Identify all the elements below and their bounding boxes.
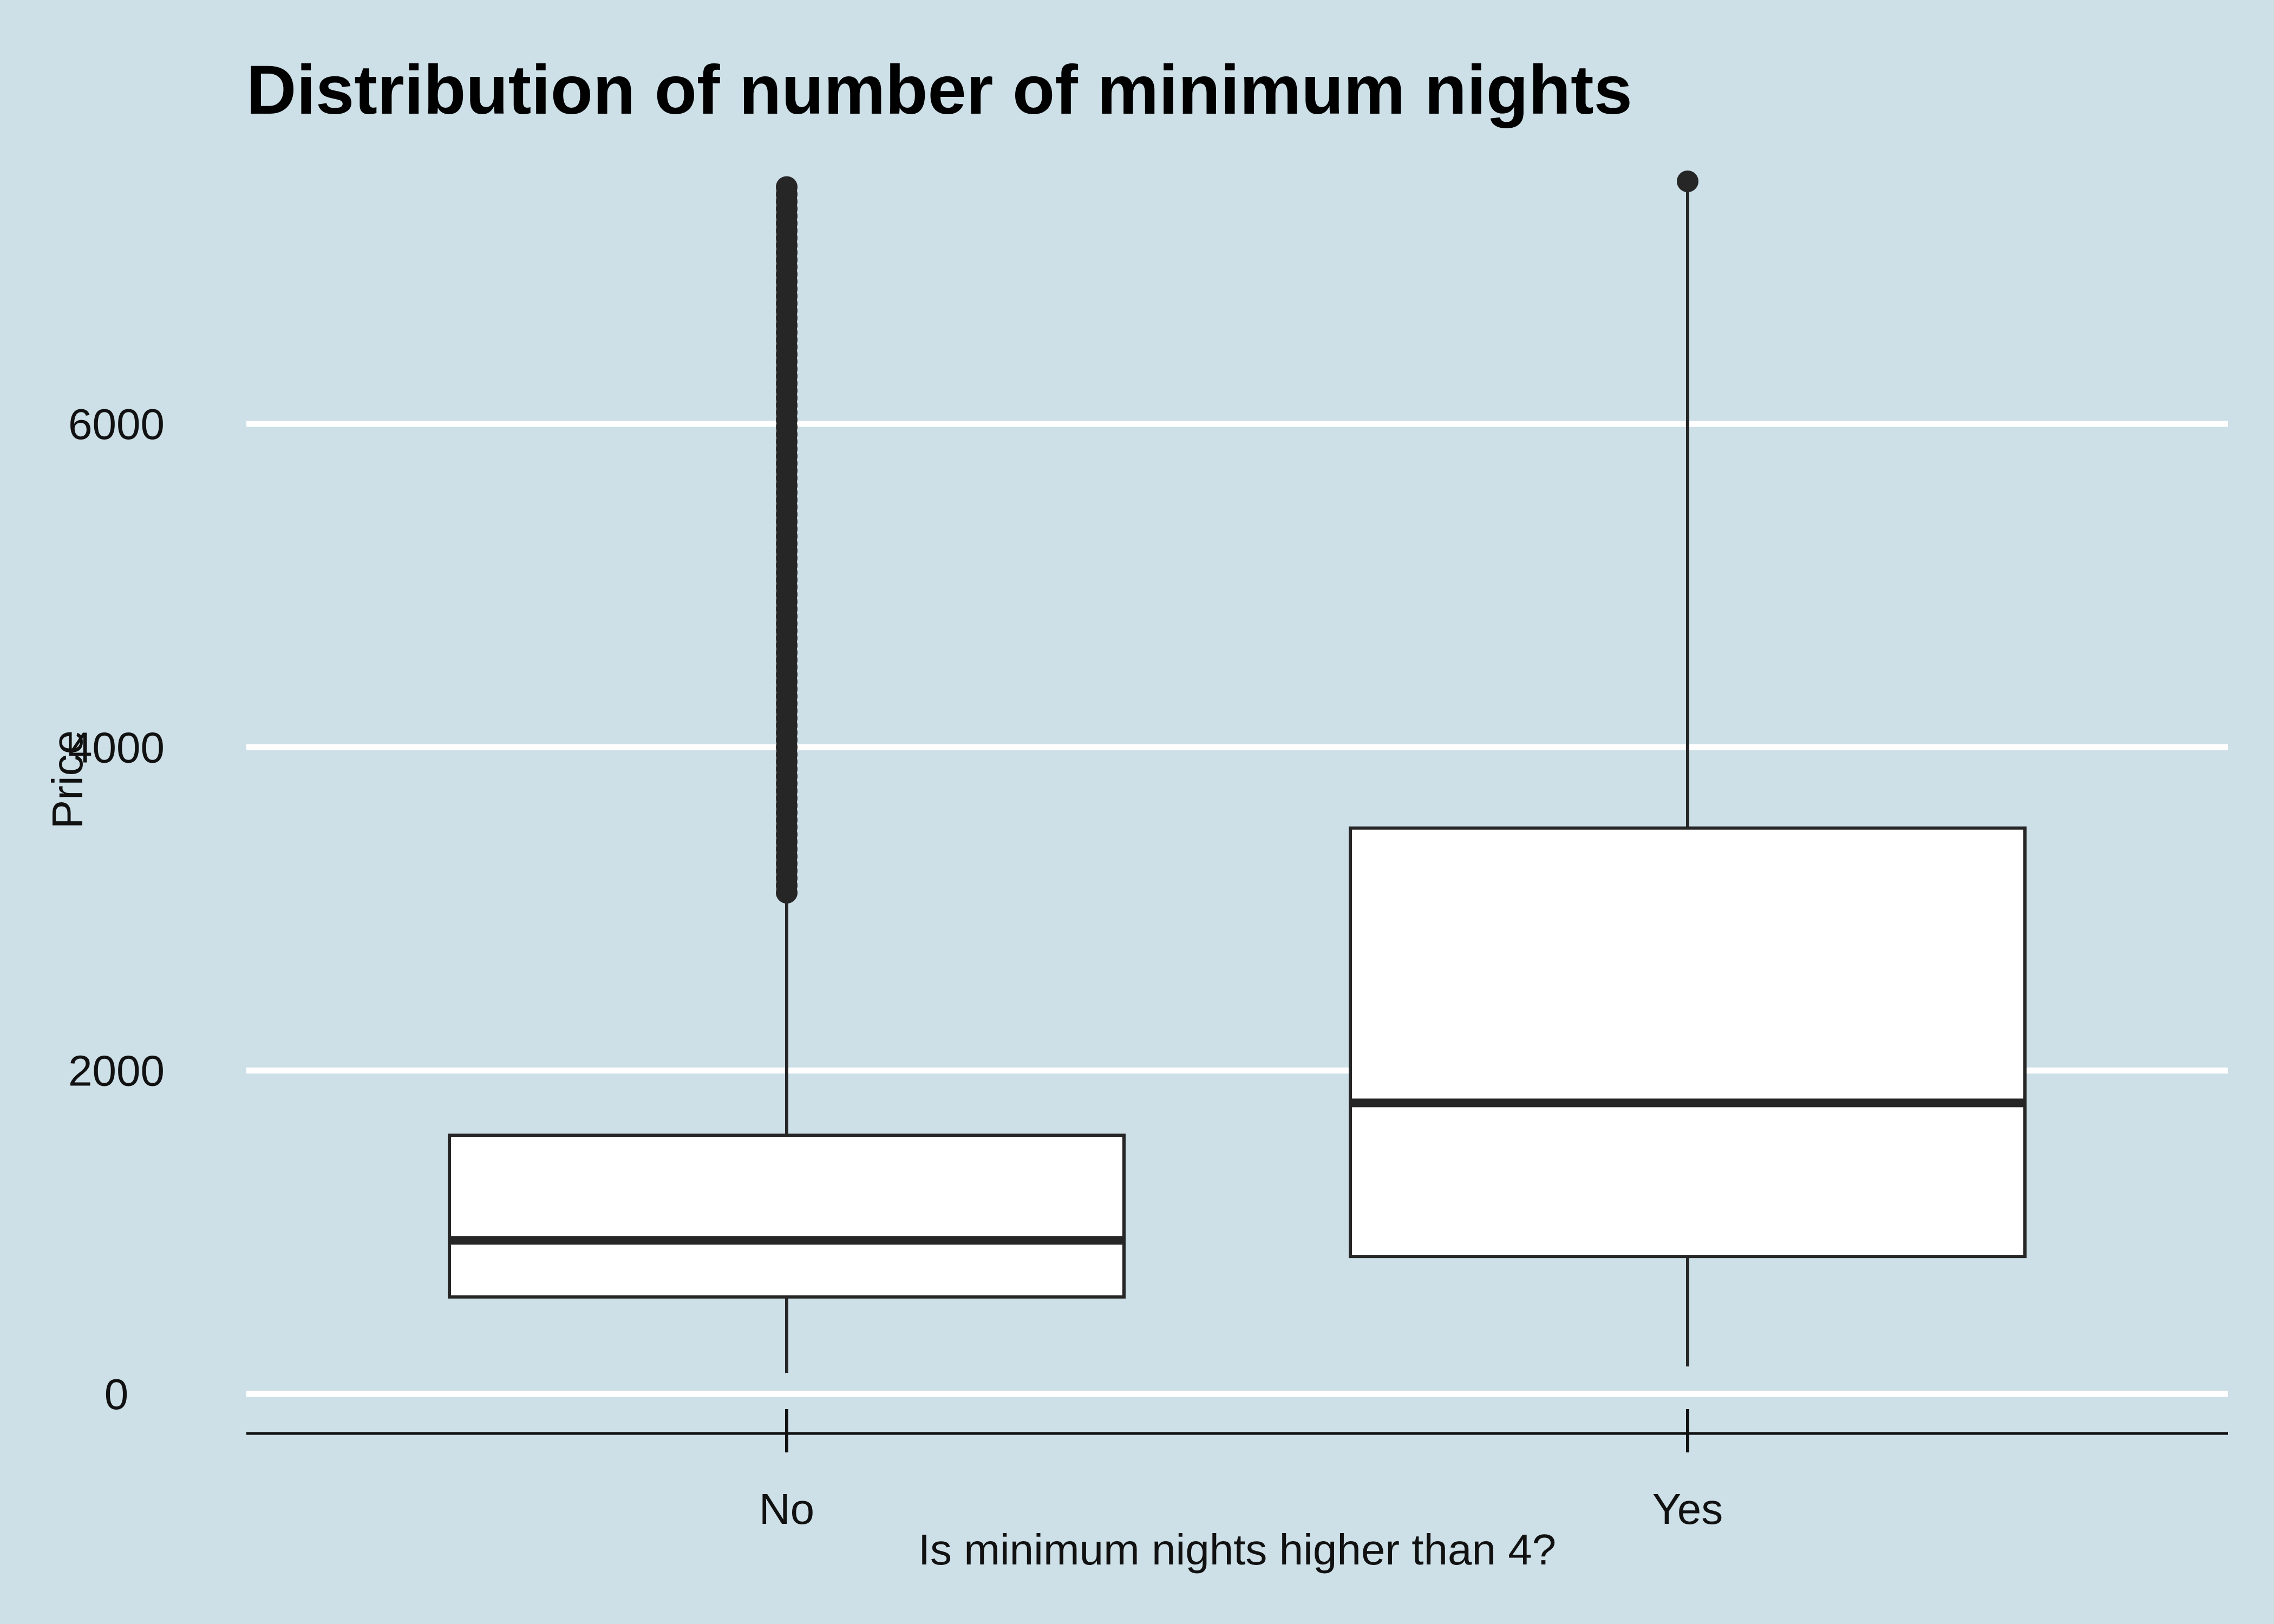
y-axis-title: Price xyxy=(43,730,92,829)
y-tick-label-6000: 6000 xyxy=(68,400,165,448)
y-tick-label-2000: 2000 xyxy=(68,1047,165,1095)
y-axis-ticks: 0 2000 4000 6000 xyxy=(68,400,165,1418)
box-group-no xyxy=(448,176,1126,1373)
y-tick-label-0: 0 xyxy=(104,1370,129,1418)
boxes xyxy=(448,171,2027,1373)
x-axis-ticks: No Yes xyxy=(759,1409,1723,1533)
x-axis-title: Is minimum nights higher than 4? xyxy=(918,1525,1556,1574)
outlier-point-no xyxy=(776,176,798,198)
box-no xyxy=(448,1134,1126,1299)
x-tick-label-no: No xyxy=(759,1485,814,1533)
y-tick-label-4000: 4000 xyxy=(68,723,165,771)
box-yes xyxy=(1349,826,2027,1259)
box-group-yes xyxy=(1349,171,2027,1367)
chart-title: Distribution of number of minimum nights xyxy=(246,51,1632,129)
x-tick-label-yes: Yes xyxy=(1652,1485,1723,1533)
outlier-point-yes xyxy=(1677,171,1698,192)
